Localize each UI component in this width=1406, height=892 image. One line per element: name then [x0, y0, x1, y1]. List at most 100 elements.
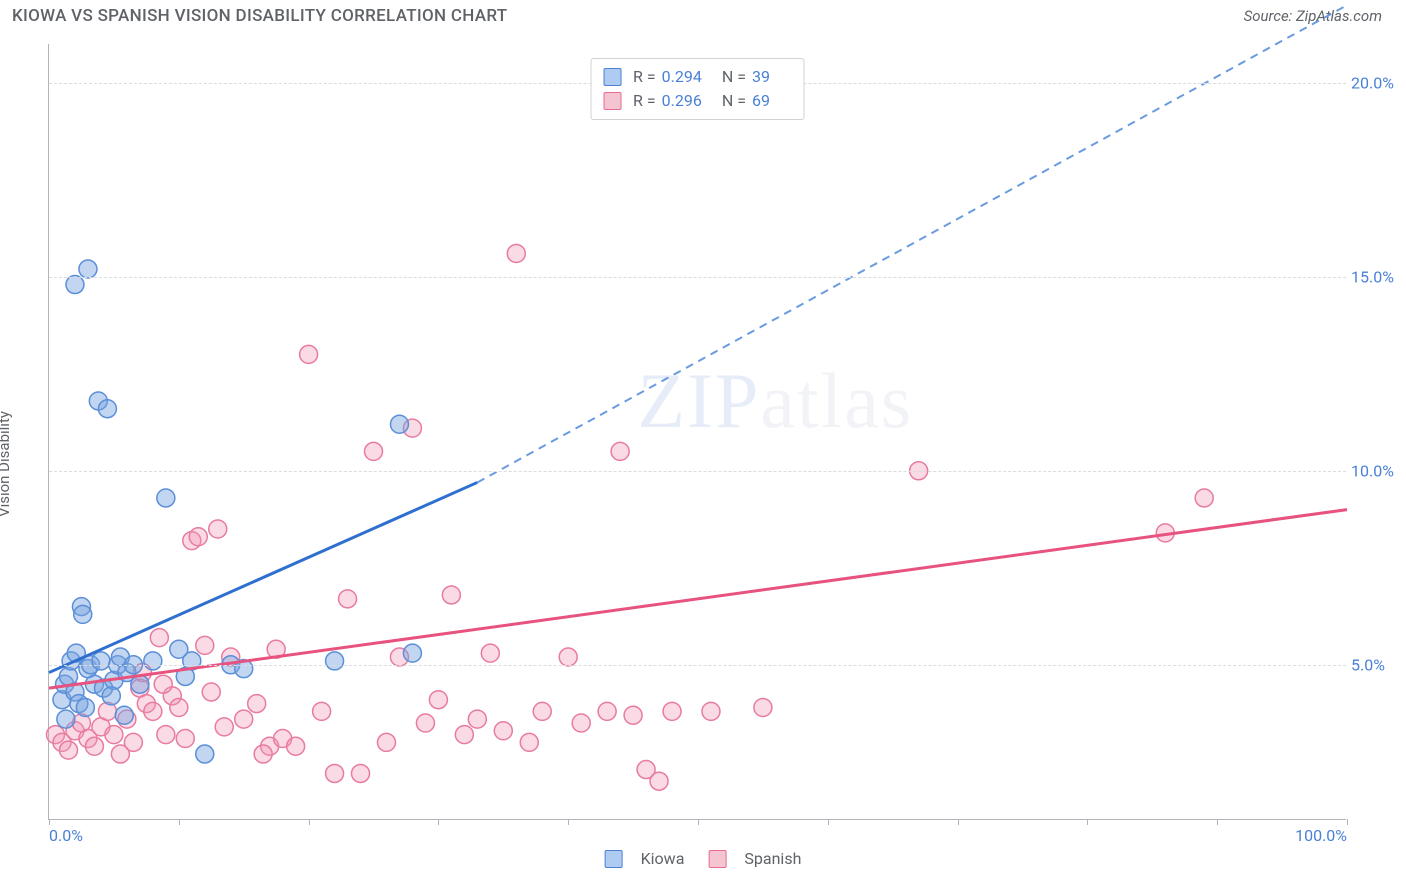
data-point-kiowa	[92, 652, 110, 670]
data-point-spanish	[611, 442, 629, 460]
x-tick	[438, 819, 439, 825]
data-point-spanish	[533, 702, 551, 720]
x-tick	[49, 819, 50, 825]
legend-stats: R = 0.294 N = 39 R = 0.296 N = 69	[590, 58, 805, 120]
data-point-kiowa	[57, 710, 75, 728]
data-point-spanish	[339, 590, 357, 608]
data-point-spanish	[157, 726, 175, 744]
data-point-kiowa	[196, 745, 214, 763]
data-point-spanish	[176, 730, 194, 748]
scatter-plot: ZIPatlas R = 0.294 N = 39 R = 0.296 N = …	[48, 44, 1346, 820]
data-point-spanish	[352, 764, 370, 782]
n-label: N =	[722, 89, 746, 113]
x-tick-label-right: 100.0%	[1295, 826, 1347, 845]
trend-line	[49, 510, 1347, 688]
data-point-spanish	[650, 772, 668, 790]
x-tick	[1347, 819, 1348, 825]
data-point-spanish	[124, 733, 142, 751]
x-tick	[828, 819, 829, 825]
swatch-pink	[708, 850, 726, 868]
x-tick	[698, 819, 699, 825]
y-axis-label: Vision Disability	[0, 411, 13, 517]
gridline	[49, 277, 1346, 278]
y-tick-label: 5.0%	[1351, 655, 1385, 674]
legend-label-kiowa: Kiowa	[641, 849, 685, 868]
data-point-spanish	[663, 702, 681, 720]
data-point-spanish	[507, 245, 525, 263]
x-tick	[309, 819, 310, 825]
chart-area: Vision Disability ZIPatlas R = 0.294 N =…	[0, 30, 1406, 880]
data-point-kiowa	[403, 644, 421, 662]
legend-stats-row-blue: R = 0.294 N = 39	[603, 65, 788, 89]
legend-item-kiowa: Kiowa	[605, 849, 685, 868]
y-tick-label: 20.0%	[1351, 73, 1394, 92]
swatch-blue	[605, 850, 623, 868]
data-point-spanish	[59, 741, 77, 759]
data-point-kiowa	[74, 605, 92, 623]
data-point-spanish	[235, 710, 253, 728]
data-point-spanish	[144, 702, 162, 720]
data-point-spanish	[189, 528, 207, 546]
data-point-kiowa	[102, 687, 120, 705]
x-tick-label-left: 0.0%	[49, 826, 83, 845]
legend-label-spanish: Spanish	[744, 849, 801, 868]
data-point-spanish	[313, 702, 331, 720]
chart-title: KIOWA VS SPANISH VISION DISABILITY CORRE…	[12, 6, 507, 26]
data-point-kiowa	[326, 652, 344, 670]
data-point-spanish	[429, 691, 447, 709]
data-point-spanish	[85, 737, 103, 755]
data-point-kiowa	[144, 652, 162, 670]
data-point-spanish	[154, 675, 172, 693]
plot-svg	[49, 44, 1346, 819]
data-point-kiowa	[79, 260, 97, 278]
legend-stats-row-pink: R = 0.296 N = 69	[603, 89, 788, 113]
gridline	[49, 471, 1346, 472]
r-value-blue: 0.294	[662, 65, 702, 89]
x-tick	[1087, 819, 1088, 825]
data-point-spanish	[300, 345, 318, 363]
data-point-spanish	[1195, 489, 1213, 507]
data-point-kiowa	[66, 276, 84, 294]
data-point-spanish	[559, 648, 577, 666]
data-point-spanish	[442, 586, 460, 604]
legend-item-spanish: Spanish	[708, 849, 801, 868]
data-point-spanish	[702, 702, 720, 720]
data-point-spanish	[215, 718, 233, 736]
data-point-spanish	[468, 710, 486, 728]
chart-header: KIOWA VS SPANISH VISION DISABILITY CORRE…	[0, 0, 1406, 30]
data-point-spanish	[754, 698, 772, 716]
data-point-spanish	[624, 706, 642, 724]
data-point-spanish	[150, 629, 168, 647]
swatch-blue	[603, 68, 621, 86]
data-point-spanish	[202, 683, 220, 701]
x-tick	[179, 819, 180, 825]
x-tick	[568, 819, 569, 825]
data-point-spanish	[416, 714, 434, 732]
gridline	[49, 665, 1346, 666]
data-point-spanish	[196, 636, 214, 654]
data-point-kiowa	[76, 698, 94, 716]
data-point-spanish	[287, 737, 305, 755]
data-point-spanish	[105, 726, 123, 744]
n-value-pink: 69	[752, 89, 770, 113]
swatch-pink	[603, 92, 621, 110]
data-point-spanish	[326, 764, 344, 782]
data-point-spanish	[365, 442, 383, 460]
data-point-kiowa	[157, 489, 175, 507]
source-attribution: Source: ZipAtlas.com	[1244, 7, 1382, 25]
r-label: R =	[633, 65, 656, 89]
n-label: N =	[722, 65, 746, 89]
data-point-spanish	[455, 726, 473, 744]
r-value-pink: 0.296	[662, 89, 702, 113]
n-value-blue: 39	[752, 65, 770, 89]
data-point-spanish	[377, 733, 395, 751]
data-point-spanish	[248, 695, 266, 713]
data-point-spanish	[494, 722, 512, 740]
y-tick-label: 10.0%	[1351, 461, 1394, 480]
x-tick	[1217, 819, 1218, 825]
r-label: R =	[633, 89, 656, 113]
x-tick	[958, 819, 959, 825]
data-point-kiowa	[390, 415, 408, 433]
data-point-spanish	[598, 702, 616, 720]
data-point-spanish	[209, 520, 227, 538]
